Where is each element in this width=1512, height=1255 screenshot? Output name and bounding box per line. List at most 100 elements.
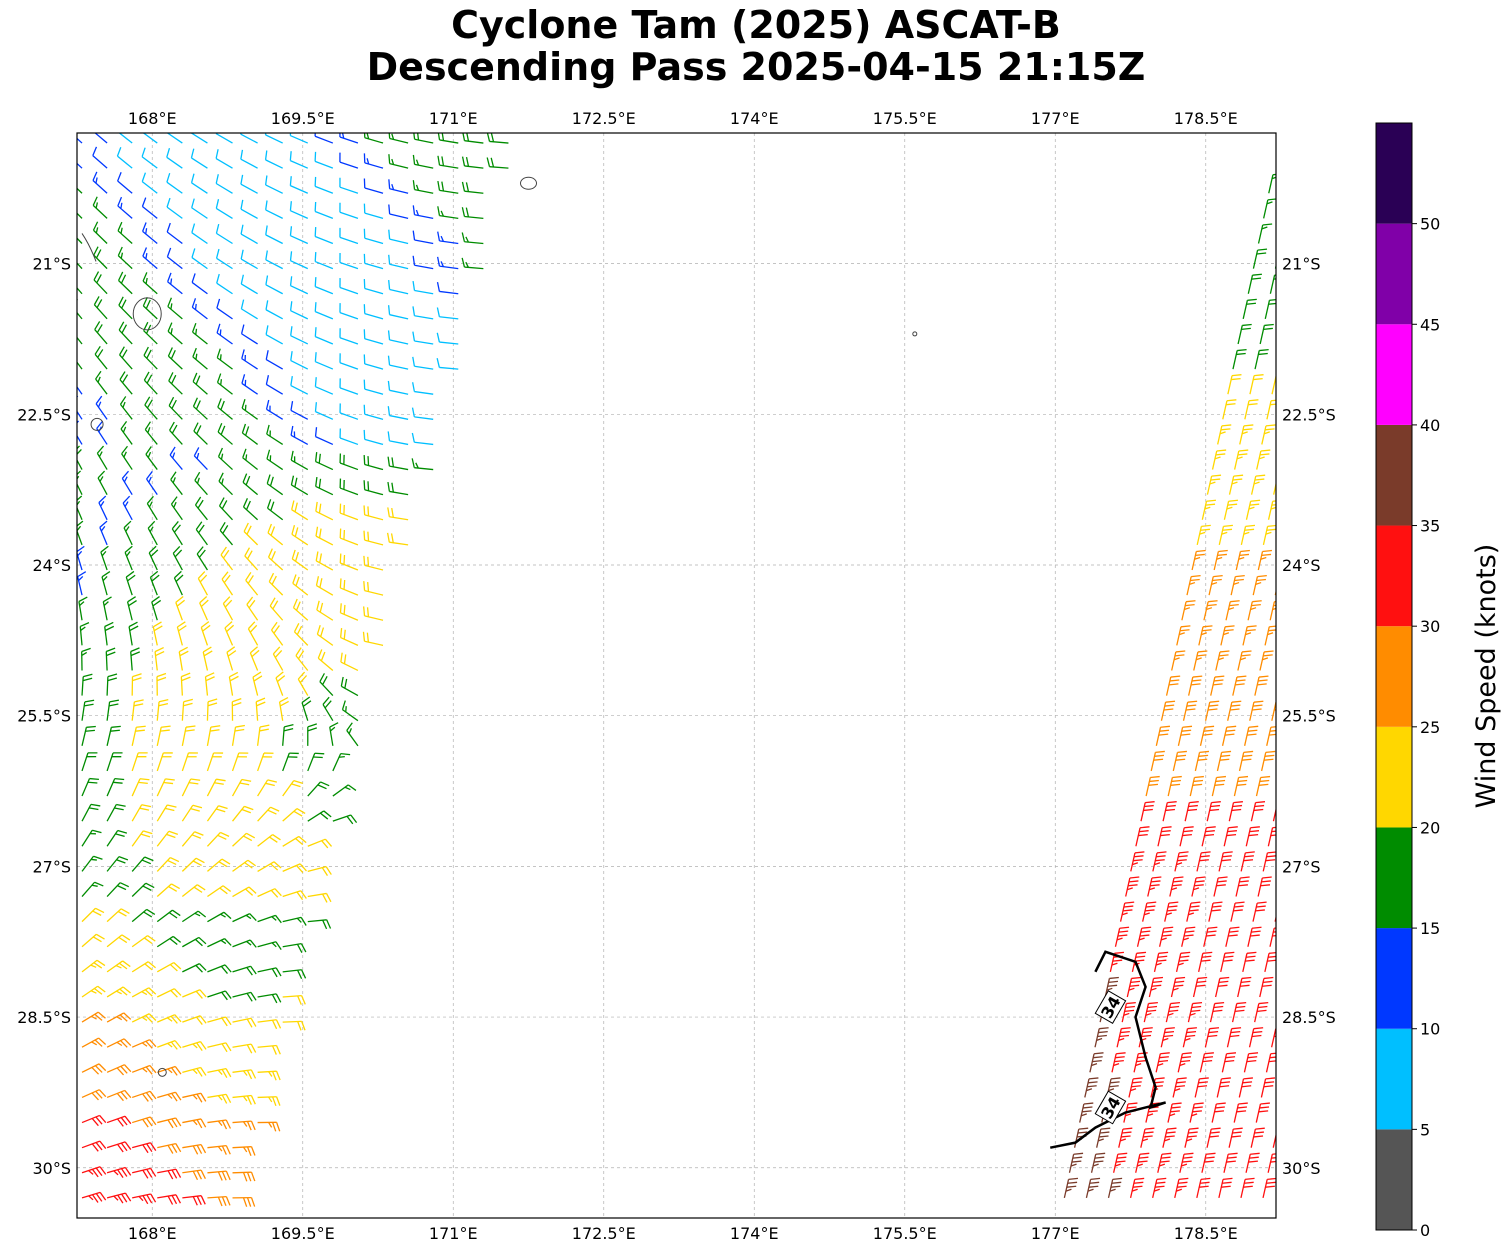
wind-barb [386,532,409,546]
wind-barb [117,196,133,219]
wind-barb [215,133,233,144]
wind-barb [363,304,384,320]
wind-barb [1177,725,1193,746]
wind-barb [282,890,307,901]
wind-barb [167,272,183,295]
lon-tick-top-5: 175.5°E [873,109,937,128]
wind-barb [92,221,108,244]
wind-barb [436,358,459,370]
wind-barb [1221,1052,1237,1073]
wind-barb [307,810,332,822]
wind-barb [1193,650,1208,671]
wind-barb [215,199,233,219]
wind-barb [226,646,237,671]
wind-barb [322,696,334,722]
wind-barb [191,273,208,295]
wind-barb [1201,1152,1216,1173]
colorbar-segment-0 [1376,1129,1412,1230]
wind-barb [182,1143,207,1155]
wind-barb [1184,801,1199,822]
wind-barb [1125,876,1140,897]
wind-barb [207,911,232,923]
wind-barb [1267,826,1276,847]
wind-barb [93,246,108,270]
wind-barb [77,371,83,395]
wind-barb [240,299,258,320]
wind-barb [131,752,148,772]
wind-barb [190,173,208,194]
lon-tick-bottom-7: 178.5°E [1174,1224,1238,1243]
wind-barb [297,671,309,696]
wind-barb [314,352,334,370]
wind-barb [282,916,307,926]
wind-barb [94,321,108,345]
wind-barb [245,571,259,596]
wind-barb [1260,750,1276,772]
wind-barb [436,307,459,320]
svg-text:34: 34 [1097,1093,1125,1122]
wind-barb [363,153,384,169]
wind-barb [1262,1177,1276,1199]
wind-barb [81,855,103,872]
wind-barb [1270,1027,1276,1048]
wind-barb [315,576,334,596]
colorbar-label-9: 45 [1420,315,1440,334]
wind-barb [269,597,284,621]
wind-barb [387,481,409,496]
wind-barb [217,447,233,471]
wind-barb [194,496,208,521]
wind-barb [1274,914,1276,922]
wind-barb [1199,1052,1214,1073]
wind-barb [289,201,309,219]
wind-barb [461,156,484,169]
wind-barb [123,520,133,546]
wind-barb [1079,1102,1094,1123]
wind-barb [249,646,260,671]
wind-barb [81,959,106,973]
wind-barb [1136,926,1152,947]
wind-barb [81,933,105,948]
wind-barb [181,752,198,772]
wind-barb [388,154,409,169]
wind-barb [142,272,158,295]
wind-barb [1176,625,1191,646]
wind-barb [1211,775,1227,797]
wind-barb [117,171,133,194]
lon-tick-bottom-2: 171°E [429,1224,478,1243]
wind-barb [1225,926,1240,947]
wind-barb [122,495,133,521]
wind-barb [99,520,108,546]
wind-barb [232,832,256,847]
lon-tick-top-4: 174°E [730,109,779,128]
wind-barb [172,545,183,571]
wind-barb [290,450,309,471]
wind-barb [181,910,207,923]
wind-barb [243,522,259,546]
wind-barb [264,175,283,194]
wind-barb [206,752,224,772]
wind-barb [275,671,286,696]
wind-barb [282,808,306,822]
wind-barb [1129,1177,1145,1199]
wind-barb [282,723,294,746]
wind-barb [96,420,108,445]
wind-barb [156,725,171,746]
wind-barb [1181,926,1196,947]
wind-barb [1094,1027,1109,1048]
island-coastline-edge [81,233,97,262]
wind-barb [1167,775,1182,797]
wind-barb [190,133,208,144]
wind-barb [387,456,409,471]
wind-barb [216,348,233,370]
wind-barb [81,647,91,671]
wind-barb [128,621,139,646]
wind-barb [1255,775,1271,797]
wind-barb [1172,1077,1187,1098]
wind-barb [341,700,359,722]
wind-barb [1239,424,1254,445]
lon-tick-top-6: 177°E [1031,109,1080,128]
wind-barb [95,395,108,420]
wind-barb [307,781,330,797]
colorbar-title: Wind Speed (knots) [1471,544,1502,809]
